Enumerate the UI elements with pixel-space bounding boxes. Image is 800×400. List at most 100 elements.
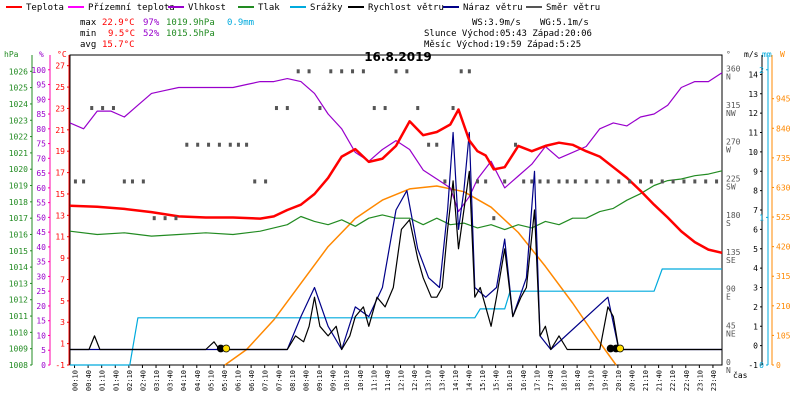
- series-layer: [69, 69, 723, 366]
- tick-label-pressure_hpa: 1026: [9, 67, 28, 76]
- wind-dir-point: [503, 179, 507, 184]
- tick-label-wind-ms: 14: [748, 70, 758, 79]
- wind-dir-point: [565, 179, 569, 184]
- wind-dir-point: [514, 142, 518, 147]
- tick-label-wind-ms: 1: [753, 322, 758, 331]
- wind-dir-point: [557, 179, 561, 184]
- x-tick-label: 19:10: [588, 370, 596, 391]
- wind-dir-point: [163, 216, 167, 221]
- plot-border: [69, 54, 723, 366]
- x-tick-label: 22:10: [669, 370, 677, 391]
- wind-dir-point: [351, 69, 355, 74]
- tick-label-wind-ms: 6: [753, 225, 758, 234]
- wind-dir-point: [340, 69, 344, 74]
- wind-dir-point: [435, 142, 439, 147]
- wind-dir-point: [416, 106, 420, 111]
- x-tick-label: 05:10: [207, 370, 215, 391]
- tick-label-wind-ms: 12: [748, 109, 758, 118]
- wind-dir-point: [207, 142, 211, 147]
- wind-dir-point: [405, 69, 409, 74]
- wind-dir-point: [394, 69, 398, 74]
- axis-units: hPa % °C ° m/s mm W čas: [4, 50, 785, 380]
- tick-label-temp_c: 17: [55, 169, 65, 178]
- tick-label-wind-dir: 90: [726, 285, 736, 294]
- x-tick-label: 19:40: [601, 370, 609, 391]
- tick-label-pressure_hpa: 1015: [9, 247, 28, 256]
- stats-max-pressure: 1019.9hPa: [166, 18, 215, 28]
- wind-dir-point: [196, 142, 200, 147]
- wind-dir-point: [174, 216, 178, 221]
- wind-dir-point: [476, 179, 479, 184]
- wind-dir-point: [584, 179, 588, 184]
- x-tick-label: 08:10: [289, 370, 297, 391]
- wind-dir-point: [296, 69, 300, 74]
- tick-label-pressure_hpa: 1023: [9, 116, 28, 125]
- wind-dir-point: [264, 179, 268, 184]
- tick-label-temp_c: 21: [55, 126, 65, 135]
- legend: Teplota Přízemní teplota Vlhkost Tlak Sr…: [6, 3, 600, 13]
- tick-label-wind-dir: 360: [726, 64, 741, 73]
- x-tick-label: 02:40: [139, 370, 147, 391]
- wind-dir-point: [660, 179, 664, 184]
- tick-label-wind-dir-name: SW: [726, 182, 736, 191]
- tick-label-humidity_pct: 10: [36, 331, 46, 340]
- x-tick-label: 13:40: [438, 370, 446, 391]
- wind-dir-point: [522, 179, 526, 184]
- legend-label-rychlost-vetru: Rychlost větru: [368, 3, 444, 13]
- wind-dir-point: [492, 216, 496, 221]
- x-tick-label: 12:10: [398, 370, 406, 391]
- tick-label-pressure_hpa: 1018: [9, 198, 28, 207]
- wind-dir-point: [101, 106, 105, 111]
- wind-dir-point: [459, 69, 463, 74]
- x-tick-label: 14:10: [452, 370, 460, 391]
- x-tick-label: 11:10: [370, 370, 378, 391]
- plot-frame: [69, 54, 723, 366]
- tick-label-wind-ms: 9: [753, 167, 758, 176]
- left-axes: 1008100910101011101210131014101510161017…: [9, 55, 70, 370]
- tick-label-wind-dir-name: E: [726, 293, 731, 302]
- tick-label-solar: 105: [776, 331, 791, 340]
- legend-label-naraz-vetru: Náraz větru: [463, 3, 523, 13]
- wind-dir-point: [693, 179, 697, 184]
- tick-label-temp_c: 5: [60, 297, 65, 306]
- wind-dir-point: [73, 179, 77, 184]
- tick-label-temp_c: 9: [60, 254, 65, 263]
- wind-dir-point: [383, 106, 387, 111]
- tick-label-wind-dir-name: N: [726, 72, 731, 81]
- wind-dir-point: [253, 179, 257, 184]
- wind-dir-point: [546, 179, 550, 184]
- tick-label-wind-ms: 7: [753, 206, 758, 215]
- tick-label-wind-dir: 135: [726, 248, 741, 257]
- legend-label-smer-vetru: Směr větru: [546, 3, 600, 13]
- x-tick-label: 00:10: [72, 370, 80, 391]
- tick-label-temp_c: 11: [55, 233, 65, 242]
- unit-w: W: [780, 50, 785, 59]
- tick-label-wind-ms: 11: [748, 129, 758, 138]
- stats-max-label: max: [80, 18, 97, 28]
- tick-label-pressure_hpa: 1019: [9, 182, 28, 191]
- unit-hpa: hPa: [4, 50, 19, 59]
- tick-label-rain: 0: [759, 361, 764, 370]
- x-tick-label: 01:10: [99, 370, 107, 391]
- wind-dir-point: [152, 216, 156, 221]
- tick-label-humidity_pct: 100: [32, 66, 47, 75]
- wind-dir-point: [141, 179, 145, 184]
- x-tick-label: 04:40: [194, 370, 202, 391]
- x-axis: 00:10 00:40 01:10 01:40 02:10 02:40 03:10 03:40…: [72, 365, 718, 391]
- x-tick-label: 13:10: [425, 370, 433, 391]
- wind-dir-point: [530, 179, 534, 184]
- wind-dir-point: [130, 179, 134, 184]
- x-tick-label: 10:10: [343, 370, 351, 391]
- tick-label-humidity_pct: 55: [36, 199, 46, 208]
- tick-label-humidity_pct: 95: [36, 81, 46, 90]
- wind-dir-point: [628, 179, 632, 184]
- series-line-n-raz-v-tru: [70, 131, 722, 351]
- x-tick-label: 11:40: [384, 370, 392, 391]
- wind-info: WS:3.9m/s WG:5.1m/s Slunce Východ:05:43 …: [424, 18, 592, 50]
- tick-label-wind-dir: 225: [726, 174, 741, 183]
- wind-dir-point: [372, 106, 376, 111]
- tick-label-pressure_hpa: 1009: [9, 345, 28, 354]
- wind-dir-point: [111, 106, 115, 111]
- wind-wg: WG:5.1m/s: [540, 18, 589, 28]
- stats-max-humidity: 97%: [143, 18, 160, 28]
